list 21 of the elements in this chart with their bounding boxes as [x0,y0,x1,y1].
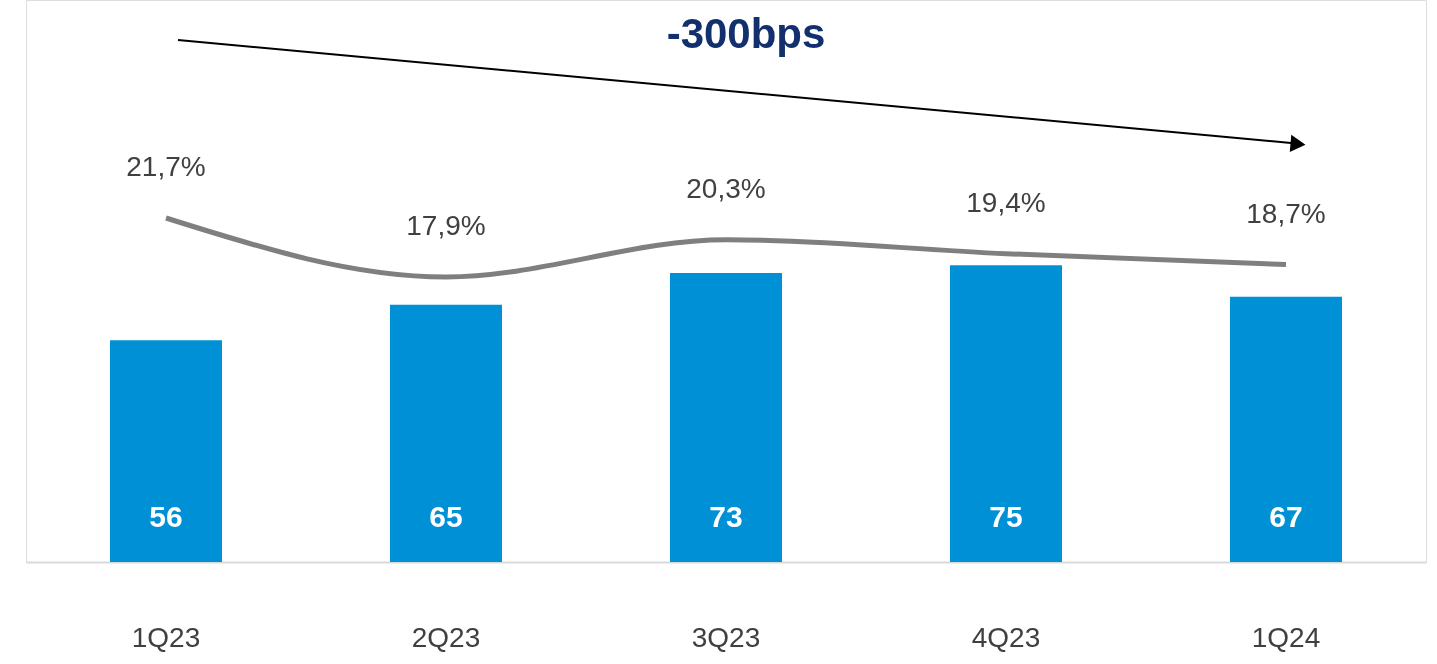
data-label: 17,9% [406,210,486,241]
data-label: 75 [989,500,1023,533]
x-tick-label: 2Q23 [411,621,481,653]
bar [110,340,222,562]
data-label: 19,4% [966,186,1046,218]
x-tick-label: 3Q23 [691,621,761,653]
x-tick-label: 1Q24 [1251,621,1321,653]
data-label: 67 [1269,500,1303,533]
data-label: 20,3% [686,172,766,204]
x-tick-label: 4Q23 [971,621,1041,653]
data-label: 73 [709,500,743,533]
bar [950,265,1062,562]
data-label: 21,7% [126,151,206,182]
x-tick-label: 1Q23 [131,621,201,653]
bar [670,273,782,562]
annotation: -300bps [666,10,826,57]
data-label: 56 [149,500,183,533]
bar [390,304,502,562]
data-label: 18,7% [1246,197,1326,229]
data-label: 65 [429,500,463,533]
bar [1230,296,1342,562]
